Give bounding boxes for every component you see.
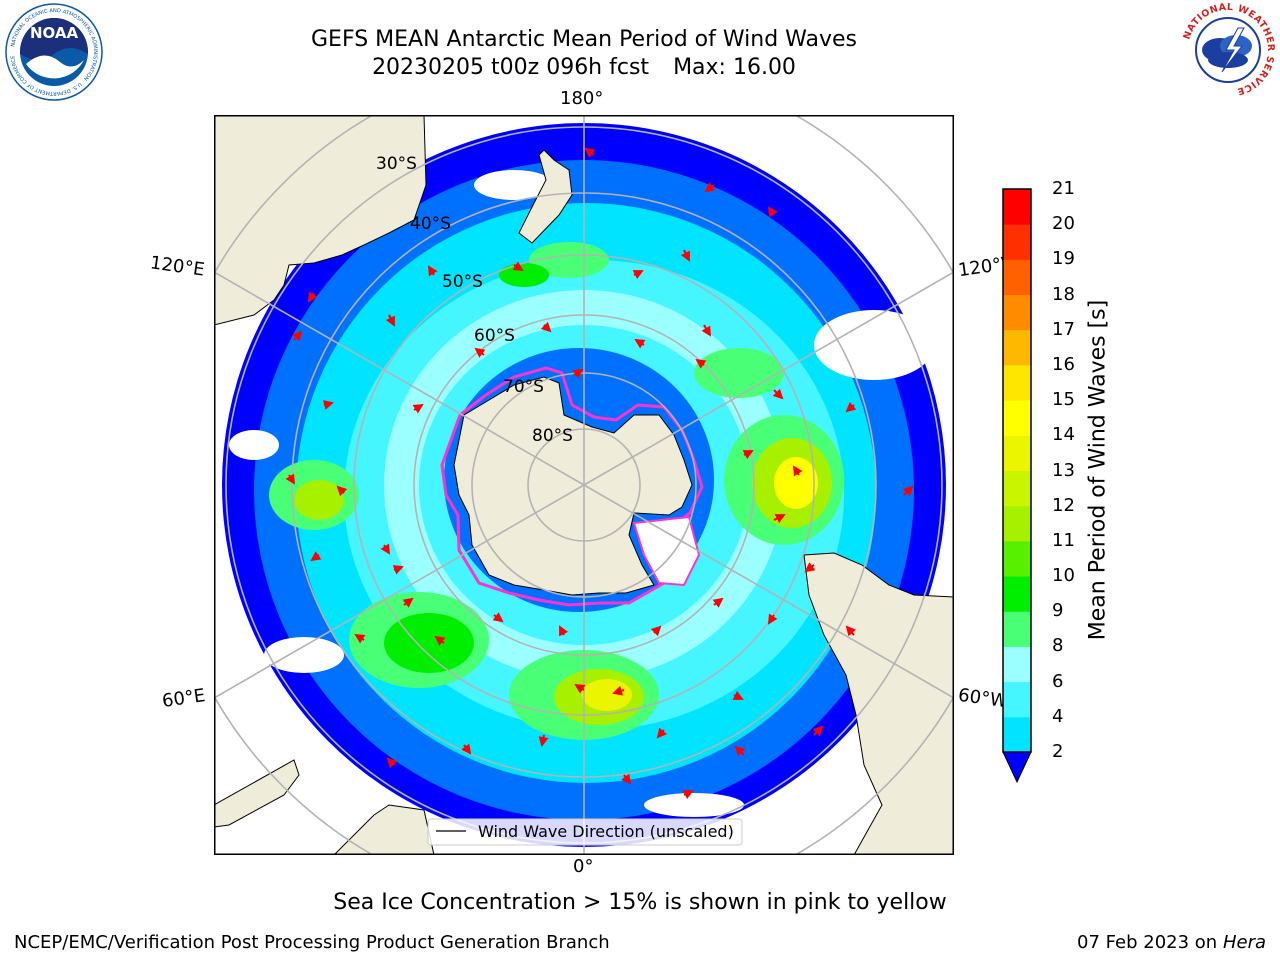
lat-label-60s: 60°S [474,326,515,346]
legend-label: Wind Wave Direction (unscaled) [478,822,734,841]
forecast-run-label: 20230205 t00z 096h fcst [372,55,650,80]
colorbar-swatch [1003,576,1031,612]
colorbar-tick-label: 4 [1052,705,1064,727]
colorbar-tick-label: 16 [1052,353,1075,375]
colorbar [1002,188,1032,784]
footer-date: 07 Feb 2023 on Hera [1077,932,1266,953]
colorbar-tick-label: 14 [1052,424,1075,446]
colorbar-swatch [1003,435,1031,471]
footer-date-text: 07 Feb 2023 on [1077,932,1218,953]
map-title: GEFS MEAN Antarctic Mean Period of Wind … [311,27,857,52]
colorbar-swatch [1003,189,1031,225]
lat-label-40s: 40°S [410,214,451,234]
colorbar-swatch [1003,470,1031,507]
colorbar-swatch [1003,224,1031,260]
lat-label-50s: 50°S [442,272,483,292]
graticule [214,115,954,855]
sea-ice-fill [632,515,701,587]
colorbar-swatch [1003,400,1031,436]
south-america [803,552,954,855]
colorbar-tick-label: 15 [1052,389,1075,411]
footer-credit: NCEP/EMC/Verification Post Processing Pr… [14,932,610,953]
colorbar-swatch [1003,329,1031,366]
africa-south [333,804,435,855]
colorbar-swatch [1003,259,1031,296]
colorbar-tick-label: 9 [1052,600,1064,622]
colorbar-swatches [1003,189,1031,753]
sea-ice-caption: Sea Ice Concentration > 15% is shown in … [333,890,947,915]
colorbar-swatch [1003,681,1031,718]
colorbar-tick-label: 6 [1052,670,1064,692]
colorbar-swatch [1003,611,1031,647]
land-masses [214,115,954,855]
footer-host: Hera [1222,932,1266,953]
colorbar-tick-label: 10 [1052,565,1075,587]
colorbar-tick-label: 19 [1052,248,1075,270]
colorbar-swatch [1003,294,1031,331]
wind-wave-arrows [285,147,914,800]
colorbar-tick-label: 17 [1052,318,1075,340]
colorbar-extend-arrow [1002,751,1032,784]
lat-label-30s: 30°S [376,154,417,174]
lat-label-80s: 80°S [532,426,573,446]
map-legend: Wind Wave Direction (unscaled) [427,818,743,846]
colorbar-tick-label: 13 [1052,459,1075,481]
lon-label-120e: 120°E [148,252,206,281]
colorbar-swatch [1003,716,1031,753]
colorbar-tick-label: 12 [1052,494,1075,516]
lon-label-0: 0° [573,856,594,877]
colorbar-label: Mean Period of Wind Waves [s] [1085,299,1111,641]
colorbar-tick-label: 18 [1052,283,1075,305]
map-subtitle: 20230205 t00z 096h fcst Max: 16.00 [214,55,954,81]
africa [214,759,300,828]
noaa-badge-text: NOAA [30,24,79,42]
colorbar-tick-label: 11 [1052,529,1075,551]
lat-label-70s: 70°S [503,377,544,397]
nws-logo: NATIONAL WEATHER SERVICE [1180,2,1276,98]
lon-label-60e: 60°E [160,685,207,712]
colorbar-swatch [1003,364,1031,401]
lon-label-180: 180° [560,88,604,109]
colorbar-tick-label: 8 [1052,635,1064,657]
noaa-logo: NOAA NATIONAL OCEANIC AND ATMOSPHERIC AD… [5,3,103,101]
colorbar-swatch [1003,540,1031,577]
new-zealand [518,149,573,244]
colorbar-tick-label: 21 [1052,178,1075,199]
colorbar-tick-label: 2 [1052,741,1064,762]
colorbar-swatch [1003,646,1031,683]
polar-map: 30°S 40°S 50°S 60°S 70°S 80°S [214,115,954,855]
antarctica [453,376,693,596]
colorbar-tick-label: 20 [1052,213,1075,235]
max-value-label: Max: 16.00 [673,55,796,80]
australia [214,115,427,326]
colorbar-swatch [1003,505,1031,542]
